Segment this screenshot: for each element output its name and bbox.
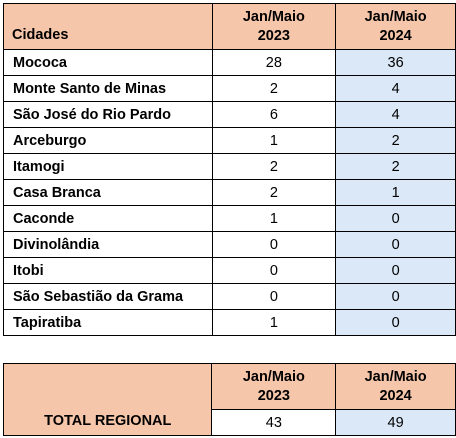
value-2024: 4 <box>335 101 456 128</box>
header-2023-period: Jan/Maio <box>242 8 305 25</box>
value-2024: 0 <box>335 283 456 310</box>
value-2023: 2 <box>211 179 337 206</box>
value-2023: 1 <box>211 127 337 154</box>
value-2024: 2 <box>335 127 456 154</box>
table-row: Divinolândia 0 0 <box>3 231 456 258</box>
value-2023: 1 <box>211 205 337 232</box>
header-2023: Jan/Maio 2023 <box>211 3 337 50</box>
city-name: São Sebastião da Grama <box>3 283 213 310</box>
city-name: Casa Branca <box>3 179 213 206</box>
table-row: Itobi 0 0 <box>3 257 456 284</box>
table-row: Tapiratiba 1 0 <box>3 309 456 336</box>
table-row: Casa Branca 2 1 <box>3 179 456 206</box>
table-row: São José do Rio Pardo 6 4 <box>3 101 456 128</box>
table-row: Caconde 1 0 <box>3 205 456 232</box>
value-2024: 36 <box>335 49 456 76</box>
value-2023: 6 <box>211 101 337 128</box>
city-name: Divinolândia <box>3 231 213 258</box>
total-value-2024: 49 <box>335 409 456 436</box>
city-name: Arceburgo <box>3 127 213 154</box>
city-name: Itobi <box>3 257 213 284</box>
table-header-row: Cidades Jan/Maio 2023 Jan/Maio 2024 <box>3 3 456 50</box>
value-2024: 0 <box>335 257 456 284</box>
city-name: Monte Santo de Minas <box>3 75 213 102</box>
total-header-2023-year: 2023 <box>257 387 290 404</box>
city-name: Caconde <box>3 205 213 232</box>
value-2023: 1 <box>211 309 337 336</box>
value-2023: 0 <box>211 257 337 284</box>
value-2024: 1 <box>335 179 456 206</box>
header-2024-period: Jan/Maio <box>364 8 427 25</box>
total-header-2023-period: Jan/Maio <box>242 368 305 385</box>
value-2023: 28 <box>211 49 337 76</box>
total-header-2023: Jan/Maio 2023 <box>211 363 337 410</box>
total-header-row: TOTAL REGIONAL Jan/Maio 2023 Jan/Maio 20… <box>2 363 456 436</box>
value-2024: 0 <box>335 231 456 258</box>
header-2023-year: 2023 <box>257 27 290 44</box>
value-2023: 2 <box>211 75 337 102</box>
header-2024: Jan/Maio 2024 <box>335 3 456 50</box>
cities-table: Cidades Jan/Maio 2023 Jan/Maio 2024 Moco… <box>3 3 456 336</box>
header-cidades: Cidades <box>3 3 213 50</box>
total-values-row: 43 49 <box>4 409 456 436</box>
total-header-2024-period: Jan/Maio <box>364 368 427 385</box>
value-2024: 0 <box>335 205 456 232</box>
value-2023: 2 <box>211 153 337 180</box>
table-row: São Sebastião da Grama 0 0 <box>3 283 456 310</box>
city-name: Tapiratiba <box>3 309 213 336</box>
total-value-2023: 43 <box>211 409 337 436</box>
value-2023: 0 <box>211 231 337 258</box>
total-header-2024-year: 2024 <box>379 387 412 404</box>
total-regional-label: TOTAL REGIONAL <box>2 363 213 436</box>
total-regional-table: TOTAL REGIONAL Jan/Maio 2023 Jan/Maio 20… <box>2 363 456 436</box>
table-row: Mococa 28 36 <box>3 49 456 76</box>
table-row: Itamogi 2 2 <box>3 153 456 180</box>
city-name: Itamogi <box>3 153 213 180</box>
value-2024: 0 <box>335 309 456 336</box>
total-header-2024: Jan/Maio 2024 <box>335 363 456 410</box>
value-2023: 0 <box>211 283 337 310</box>
table-row: Arceburgo 1 2 <box>3 127 456 154</box>
table-row: Monte Santo de Minas 2 4 <box>3 75 456 102</box>
city-name: Mococa <box>3 49 213 76</box>
header-2024-year: 2024 <box>379 27 412 44</box>
value-2024: 4 <box>335 75 456 102</box>
value-2024: 2 <box>335 153 456 180</box>
city-name: São José do Rio Pardo <box>3 101 213 128</box>
